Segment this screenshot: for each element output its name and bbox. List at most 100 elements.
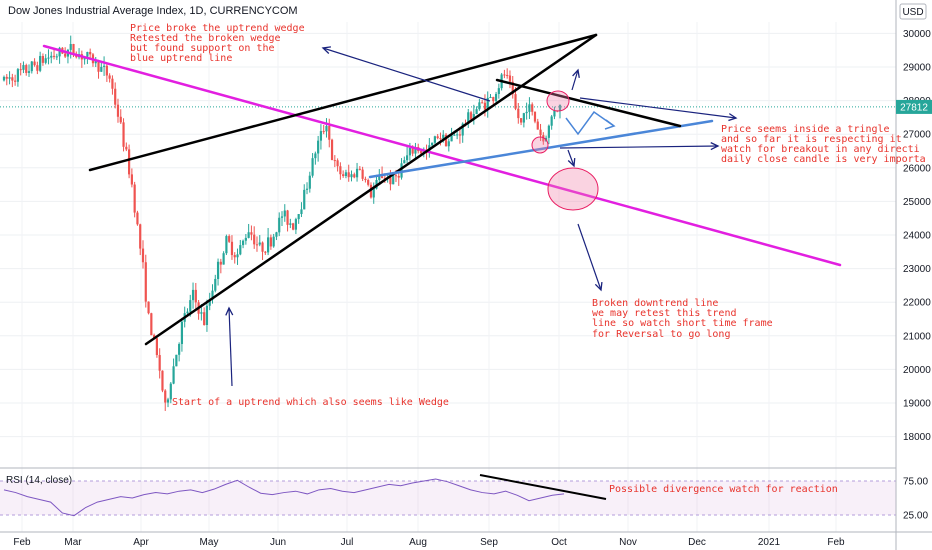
candle-body: [517, 108, 520, 119]
candle-body: [102, 65, 106, 67]
candle-body: [239, 245, 242, 255]
candle-body: [453, 134, 456, 136]
candle-body: [41, 56, 45, 63]
candle-body: [255, 244, 259, 246]
time-tick-label: Feb: [827, 537, 845, 548]
candle-body: [467, 112, 470, 124]
candle-body: [300, 209, 303, 215]
candle-body: [355, 168, 359, 178]
candle-body: [330, 139, 334, 161]
candle-body: [11, 77, 14, 81]
candle-body: [519, 118, 523, 123]
candle-body: [244, 237, 247, 241]
annotation-text: blue uptrend line: [130, 53, 232, 64]
annotation-text: watch for breakout in any directi: [721, 144, 920, 155]
candle-body: [408, 147, 411, 156]
time-tick-label: Apr: [133, 537, 149, 548]
candle-body: [55, 56, 58, 58]
candle-body: [547, 125, 550, 138]
arrow-breakout-up: [571, 69, 579, 91]
candle-body: [36, 65, 39, 71]
candle-body: [539, 129, 542, 136]
candle-body: [205, 305, 209, 326]
candle-body: [258, 242, 261, 245]
candle-body: [489, 97, 492, 99]
candle-body: [119, 116, 122, 123]
candle-body: [511, 81, 514, 95]
price-tick-label: 30000: [903, 29, 931, 40]
candle-body: [392, 175, 395, 185]
candle-body: [130, 174, 133, 185]
candle-body: [397, 175, 400, 178]
candle-body: [364, 178, 367, 181]
candle-body: [486, 97, 489, 110]
candle-body: [144, 262, 147, 302]
candle-body: [305, 188, 309, 190]
candle-body: [111, 78, 114, 89]
candle-body: [308, 175, 311, 189]
candle-body: [475, 109, 478, 115]
candle-body: [189, 300, 192, 312]
annotation-text: Price seems inside a tringle: [721, 124, 890, 135]
candle-body: [483, 102, 487, 110]
candle-body: [531, 104, 534, 112]
blue-uptrend-line: [368, 119, 714, 179]
last-price-badge: [896, 99, 932, 114]
candle-body: [147, 301, 150, 314]
rsi-label: RSI (14, close): [6, 475, 72, 486]
rsi-line: [3, 478, 565, 517]
candle-body: [336, 160, 339, 167]
time-tick-label: Feb: [13, 537, 31, 548]
candle-body: [186, 311, 189, 314]
rsi-tick-label: 75.00: [903, 477, 928, 488]
candle-body: [472, 114, 475, 120]
candle-body: [161, 370, 164, 391]
candle-body: [136, 212, 139, 225]
candle-body: [528, 104, 531, 112]
candle-body: [344, 172, 348, 177]
candle-body: [233, 255, 236, 258]
candle-body: [214, 278, 217, 291]
candle-body: [178, 344, 181, 355]
candle-body: [8, 77, 11, 79]
candle-body: [125, 146, 128, 150]
candle-body: [69, 44, 72, 50]
candle-body: [247, 232, 250, 238]
candle-body: [289, 223, 292, 225]
arrow-to-downtrend-note-head: [594, 281, 603, 292]
candle-body: [494, 93, 498, 102]
candle-body: [347, 172, 350, 178]
candle-body: [361, 169, 364, 179]
candle-body: [27, 71, 31, 73]
annotation-shapes: [225, 46, 738, 387]
candle-body: [389, 177, 392, 185]
candle-body: [225, 236, 228, 254]
candle-body: [553, 110, 556, 117]
candle-body: [211, 290, 214, 300]
candle-body: [133, 184, 136, 213]
candle-body: [447, 141, 450, 147]
price-tick-label: 23000: [903, 264, 931, 275]
downtrend-line: [42, 44, 842, 267]
currency-label: USD: [902, 7, 923, 18]
time-tick-label: Sep: [480, 537, 498, 548]
time-tick-label: Nov: [619, 537, 637, 548]
candle-body: [328, 126, 331, 140]
time-tick-label: Dec: [688, 537, 706, 548]
currency-badge[interactable]: USD: [899, 3, 927, 20]
arrow-to-triangle-note-2-head: [710, 142, 720, 151]
price-tick-label: 24000: [903, 231, 931, 242]
candle-body: [139, 224, 142, 249]
candle-body: [342, 174, 345, 177]
arrow-breakout-down-head: [567, 157, 576, 168]
candle-body: [191, 289, 195, 301]
candle-body: [444, 134, 448, 147]
time-tick-label: Jun: [270, 537, 286, 548]
candle-body: [406, 155, 409, 161]
candle-body: [166, 399, 170, 403]
candle-body: [39, 56, 42, 71]
candle-body: [2, 76, 6, 81]
candle-body: [236, 254, 239, 258]
